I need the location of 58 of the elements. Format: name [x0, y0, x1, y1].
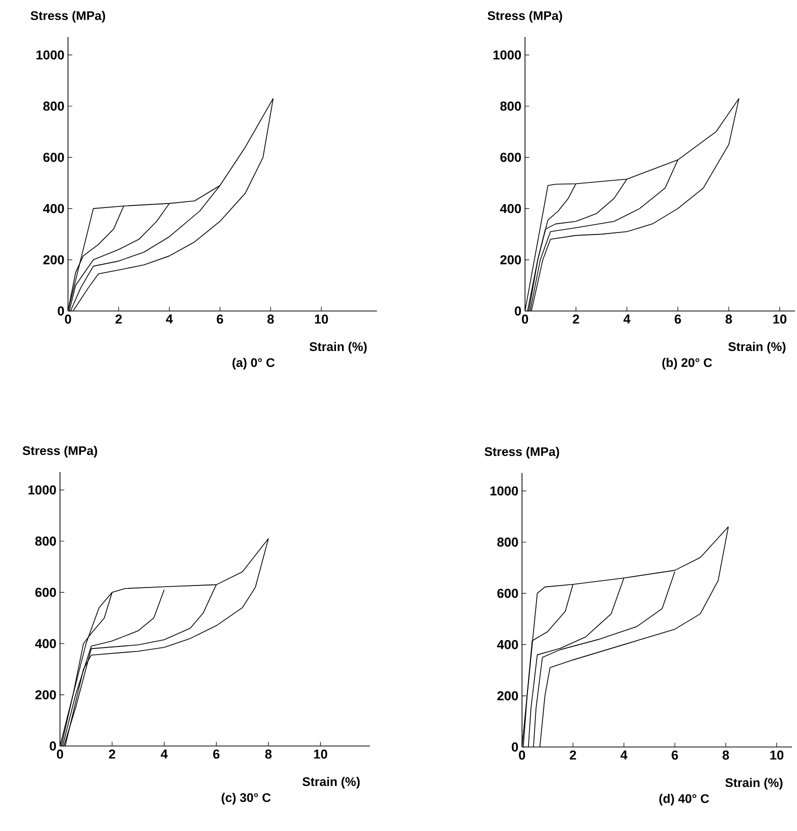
x-axis-title: Strain (%) — [302, 776, 360, 789]
y-tick-label: 1000 — [36, 50, 64, 60]
x-tick-label: 2 — [572, 314, 580, 324]
y-axis-title: Stress (MPa) — [22, 446, 98, 458]
y-tick-label: 600 — [35, 588, 56, 597]
text: (b) 20° C — [662, 358, 712, 370]
y-tick-label: 400 — [35, 638, 56, 648]
y-tick-label: 600 — [497, 588, 518, 598]
y-tick-label: 800 — [497, 538, 518, 547]
y-tick-label: 400 — [43, 204, 64, 214]
y-tick-label: 800 — [35, 536, 56, 546]
x-tick-label: 0 — [522, 314, 528, 324]
x-tick-label: 6 — [216, 314, 224, 324]
y-tick-label: 200 — [500, 255, 521, 264]
y-tick-label: 0 — [58, 306, 64, 316]
y-tick-label: 200 — [35, 690, 56, 700]
x-tick-label: 8 — [265, 750, 272, 759]
x-tick-label: 6 — [672, 750, 678, 760]
y-tick-label: 0 — [50, 741, 56, 751]
x-tick-label: 4 — [623, 314, 630, 324]
x-tick-label: 2 — [116, 314, 122, 324]
text: (a) 0° C — [232, 358, 275, 370]
y-tick-label: 0 — [512, 742, 518, 752]
y-axis-title: Stress (MPa) — [488, 10, 562, 23]
x-axis-title: Strain (%) — [725, 778, 782, 790]
x-tick-label: 10 — [314, 750, 328, 759]
y-tick-label: 1000 — [490, 486, 518, 496]
x-tick-label: 4 — [160, 750, 168, 758]
y-tick-label: 600 — [500, 152, 521, 162]
x-tick-label: 10 — [314, 314, 328, 324]
y-tick-label: 1000 — [28, 485, 56, 495]
y-tick-label: 400 — [497, 640, 518, 650]
x-tick-label: 8 — [267, 314, 274, 324]
text: (d) 40° C — [659, 794, 709, 806]
x-tick-label: 8 — [722, 750, 729, 760]
x-tick-label: 4 — [166, 314, 173, 324]
y-tick-label: 200 — [43, 255, 64, 264]
y-tick-label: 600 — [43, 152, 64, 162]
y-tick-label: 800 — [500, 102, 521, 111]
y-axis-title: Stress (MPa) — [484, 446, 560, 459]
y-axis-title: Stress (MPa) — [30, 10, 106, 23]
x-tick-label: 8 — [726, 314, 732, 324]
y-tick-label: 400 — [500, 204, 521, 214]
x-tick-label: 4 — [620, 750, 628, 760]
x-tick-label: 6 — [213, 750, 220, 759]
x-axis-title: Strain (%) — [728, 342, 786, 354]
x-tick-label: 10 — [770, 750, 784, 760]
x-tick-label: 10 — [773, 314, 786, 324]
x-tick-label: 2 — [108, 750, 116, 759]
x-tick-label: 2 — [570, 750, 576, 760]
y-tick-label: 200 — [497, 691, 518, 700]
text: (c) 30° C — [222, 792, 271, 804]
x-axis-title: Strain (%) — [310, 342, 367, 354]
x-tick-label: 6 — [674, 314, 681, 324]
y-tick-label: 0 — [514, 306, 521, 316]
y-tick-label: 1000 — [493, 50, 521, 60]
x-tick-label: 0 — [64, 314, 72, 324]
y-tick-label: 800 — [43, 102, 64, 111]
